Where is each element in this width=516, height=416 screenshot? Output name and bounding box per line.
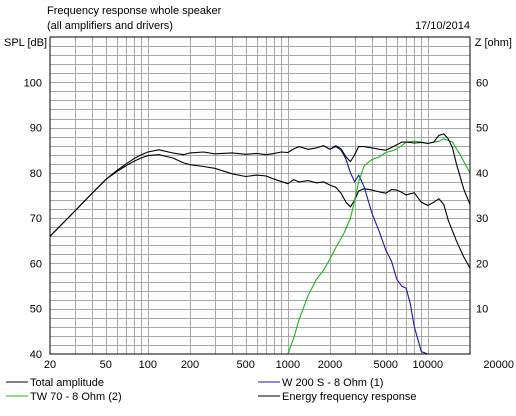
legend-item: Total amplitude bbox=[6, 377, 104, 389]
legend-label: W 200 S - 8 Ohm (1) bbox=[282, 377, 383, 389]
grid bbox=[50, 37, 470, 354]
y-tick-label: 100 bbox=[24, 77, 42, 89]
series-line bbox=[323, 145, 470, 355]
chart-subtitle: (all amplifiers and drivers) bbox=[47, 20, 173, 32]
legend: Total amplitude W 200 S - 8 Ohm (1) TW 7… bbox=[6, 377, 417, 403]
y-tick-label: 90 bbox=[30, 123, 42, 135]
x-tick-label: 20 bbox=[44, 359, 56, 371]
legend-item: Energy frequency response bbox=[258, 391, 417, 403]
y-tick-label: 80 bbox=[30, 168, 42, 180]
right-axis-label: Z [ohm] bbox=[475, 37, 512, 49]
x-tick-label: 200 bbox=[181, 359, 199, 371]
x-tick-label: 100 bbox=[139, 359, 157, 371]
y2-tick-label: 30 bbox=[476, 213, 488, 225]
y-tick-label: 70 bbox=[30, 213, 42, 225]
y2-tick-label: 10 bbox=[476, 304, 488, 316]
legend-item: W 200 S - 8 Ohm (1) bbox=[258, 377, 383, 389]
y2-tick-label: 60 bbox=[476, 77, 488, 89]
y2-tick-label: 50 bbox=[476, 123, 488, 135]
x-tick-label: 20000 bbox=[483, 359, 514, 371]
series-lines bbox=[49, 133, 471, 355]
legend-label: Energy frequency response bbox=[282, 391, 417, 403]
legend-label: Total amplitude bbox=[30, 377, 104, 389]
y-tick-label: 60 bbox=[30, 258, 42, 270]
y-tick-label: 40 bbox=[30, 349, 42, 361]
y-tick-label: 50 bbox=[30, 304, 42, 316]
x-tick-label: 50 bbox=[100, 359, 112, 371]
x-tick-label: 2000 bbox=[318, 359, 342, 371]
tick-labels: 40 50 60 70 80 90 100 10 20 30 40 50 60 20 50 100 200 500… bbox=[24, 77, 514, 371]
plot-frame bbox=[49, 36, 471, 355]
x-tick-label: 10000 bbox=[413, 359, 444, 371]
series-line bbox=[49, 154, 471, 269]
x-tick-label: 1000 bbox=[276, 359, 300, 371]
x-tick-label: 5000 bbox=[373, 359, 397, 371]
y2-tick-label: 40 bbox=[476, 168, 488, 180]
chart-date: 17/10/2014 bbox=[415, 20, 470, 32]
legend-label: TW 70 - 8 Ohm (2) bbox=[30, 391, 122, 403]
series-line bbox=[49, 133, 471, 237]
x-tick-label: 500 bbox=[237, 359, 255, 371]
legend-item: TW 70 - 8 Ohm (2) bbox=[6, 391, 122, 403]
y2-tick-label: 20 bbox=[476, 258, 488, 270]
left-axis-label: SPL [dB] bbox=[4, 37, 47, 49]
chart-title: Frequency response whole speaker bbox=[47, 5, 222, 17]
